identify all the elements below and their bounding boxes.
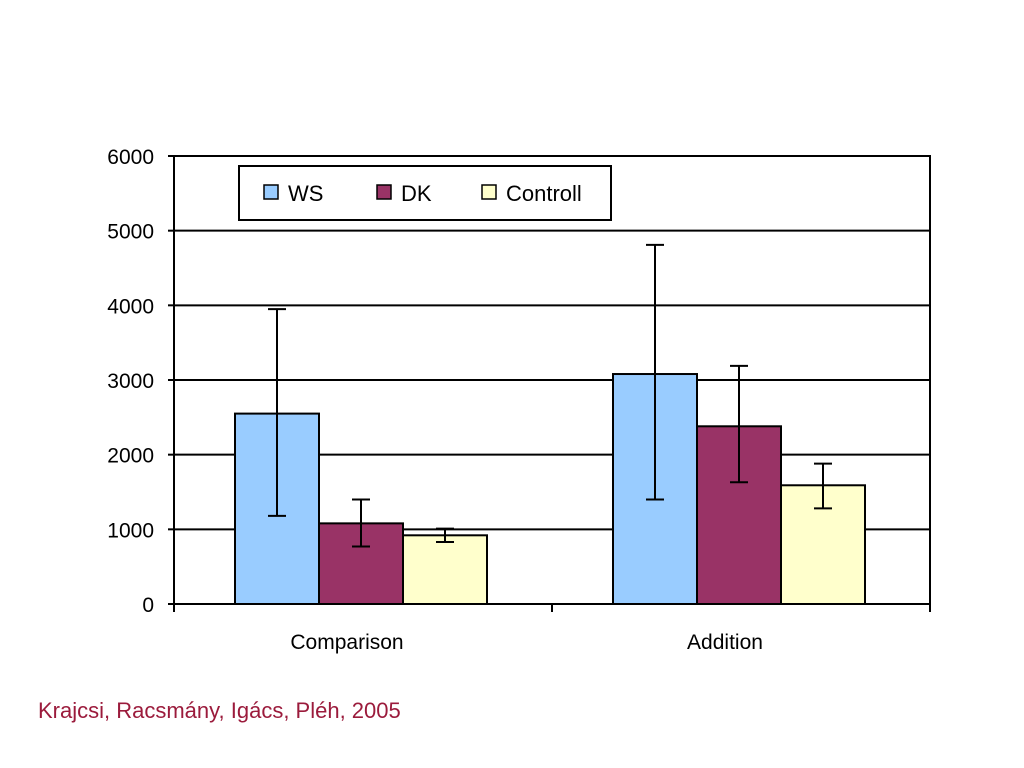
legend-label-ws: WS xyxy=(288,181,323,206)
legend-swatch-ws xyxy=(263,184,279,200)
error-bars xyxy=(268,243,832,548)
legend-swatch-dk xyxy=(376,184,392,200)
axes: 0 1000 2000 3000 4000 5000 6000 Comparison Addit… xyxy=(107,146,931,654)
y-tick-label: 4000 xyxy=(107,295,154,318)
y-tick-label: 1000 xyxy=(107,519,154,542)
legend-box xyxy=(238,165,612,221)
bar-chart: 0 1000 2000 3000 4000 5000 6000 Comparison Addit… xyxy=(107,146,931,654)
y-tick-label: 5000 xyxy=(107,221,154,244)
y-tick-label: 3000 xyxy=(107,370,154,393)
legend-label-controll: Controll xyxy=(506,181,582,206)
bar-controll-comparison xyxy=(402,534,488,605)
legend: WS DK Controll xyxy=(238,165,612,221)
legend-swatch-controll xyxy=(481,184,497,200)
bars xyxy=(234,373,866,605)
x-tick-label: Addition xyxy=(687,631,763,654)
y-tick-label: 2000 xyxy=(107,445,154,468)
citation-text: Krajcsi, Racsmány, Igács, Pléh, 2005 xyxy=(38,698,401,723)
x-tick-label: Comparison xyxy=(290,631,403,654)
y-tick-label: 0 xyxy=(142,594,154,617)
legend-label-dk: DK xyxy=(401,181,432,206)
y-tick-label: 6000 xyxy=(107,146,154,169)
